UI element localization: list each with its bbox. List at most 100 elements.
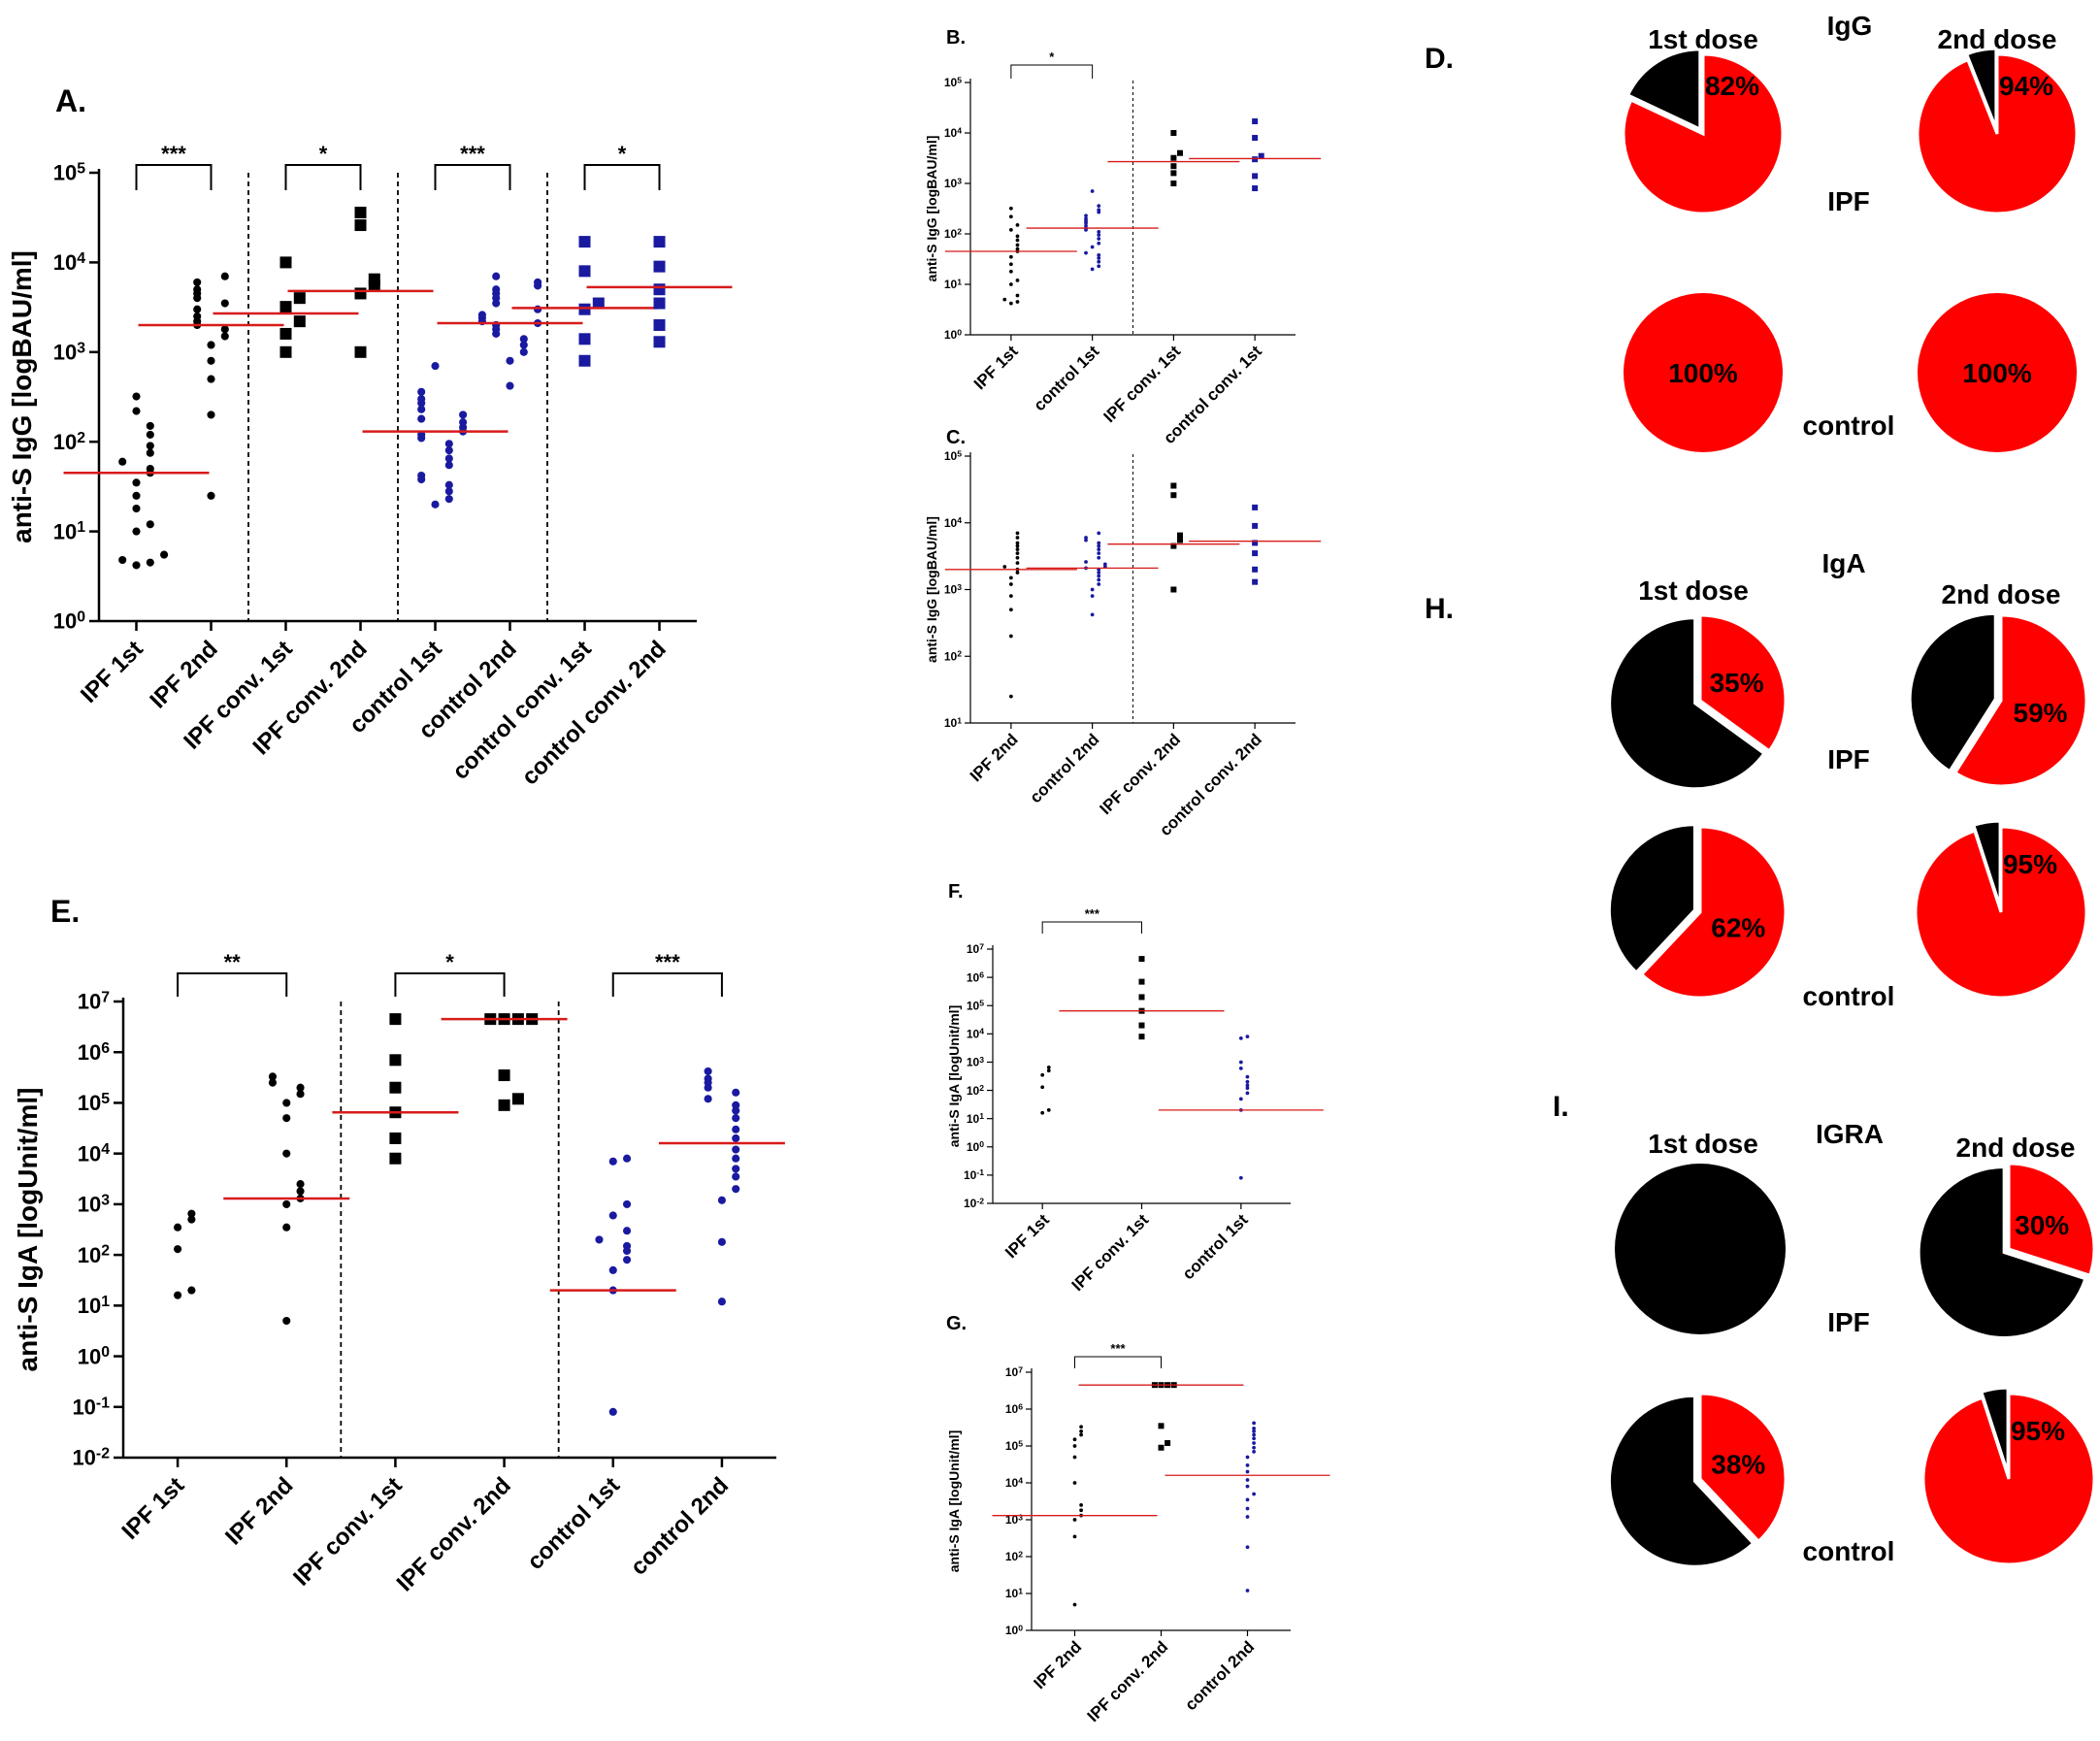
- data-point: [444, 454, 453, 463]
- data-point: [1170, 181, 1177, 186]
- data-point: [732, 1088, 740, 1097]
- y-tick-label: 102: [944, 226, 962, 241]
- data-point: [1245, 1083, 1250, 1088]
- data-point: [132, 478, 141, 487]
- pie-chart: 82%: [1622, 48, 1785, 215]
- panel-C: C. anti-S IgG [logBAU/ml] 101 102 103 104 105 I…: [924, 427, 1322, 839]
- data-point: [492, 272, 501, 280]
- panel-label: A.: [55, 83, 86, 118]
- data-point: [717, 1237, 726, 1246]
- y-tick-label: 10-1: [72, 1395, 110, 1419]
- y-tick-label: 10-2: [72, 1446, 110, 1470]
- data-point: [1015, 243, 1020, 247]
- y-tick-label: 102: [78, 1243, 110, 1267]
- y-axis-label: anti-S IgA [logUnit/ml]: [13, 1088, 43, 1372]
- pie-chart: 94%: [1916, 47, 2079, 215]
- data-point: [1252, 1445, 1256, 1450]
- data-point: [1072, 1481, 1077, 1485]
- data-point: [1009, 608, 1013, 612]
- y-tick-label: 101: [1005, 1586, 1023, 1600]
- dose-label: 2nd dose: [1956, 1133, 2076, 1163]
- significance-bracket: [611, 972, 723, 997]
- data-point: [511, 1093, 524, 1105]
- y-tick-label: 104: [1005, 1475, 1023, 1490]
- pie-slice-negative: [1625, 48, 1702, 132]
- data-point: [1097, 237, 1101, 241]
- data-point: [431, 362, 440, 371]
- pie-title: IgA: [1821, 548, 1865, 578]
- data-point: [1176, 537, 1183, 543]
- pie-percent-label: 82%: [1705, 71, 1759, 101]
- data-point: [1015, 238, 1020, 243]
- data-point: [704, 1067, 712, 1075]
- pie-percent-label: 100%: [1962, 358, 2032, 388]
- y-tick-label: 104: [944, 125, 962, 140]
- data-point: [717, 1298, 726, 1306]
- data-point: [132, 491, 141, 500]
- data-point: [592, 297, 605, 310]
- data-point: [282, 1114, 291, 1123]
- data-point: [506, 356, 514, 365]
- data-point: [146, 430, 154, 439]
- data-point: [1015, 561, 1020, 566]
- data-point: [193, 285, 202, 294]
- pie-slice-positive: [1916, 52, 2079, 215]
- data-point: [207, 356, 215, 365]
- data-point: [732, 1172, 740, 1181]
- y-tick-label: 106: [967, 969, 984, 984]
- data-point: [519, 341, 528, 349]
- pie-slice-negative: [1607, 1394, 1755, 1568]
- pie-chart: 100%: [1624, 293, 1783, 452]
- data-point: [174, 1223, 182, 1232]
- data-point: [1097, 555, 1101, 560]
- data-point: [1097, 204, 1101, 208]
- data-point: [207, 411, 215, 419]
- y-tick-label: 103: [967, 1055, 984, 1069]
- y-tick-label: 105: [967, 999, 984, 1013]
- significance-label: **: [224, 950, 242, 974]
- data-point: [193, 305, 202, 313]
- data-point: [1090, 594, 1095, 599]
- pie-percent-label: 59%: [2014, 698, 2068, 728]
- data-point: [1252, 550, 1259, 557]
- pie-slice-positive: [1921, 1392, 2096, 1566]
- data-point: [220, 325, 229, 334]
- data-point: [1245, 1074, 1250, 1079]
- significance-bracket: [394, 972, 506, 997]
- x-tick-label: IPF 2nd: [220, 1472, 298, 1550]
- data-point: [193, 278, 202, 286]
- data-point: [622, 1227, 632, 1235]
- pie-slice-negative: [1615, 1164, 1786, 1334]
- data-point: [1245, 1035, 1250, 1039]
- pie-slice-negative: [1607, 823, 1696, 975]
- pie-chart: 0%: [1615, 1164, 1786, 1334]
- data-point: [1084, 216, 1088, 221]
- row-label: control: [1803, 981, 1895, 1011]
- data-point: [732, 1114, 740, 1123]
- data-point: [279, 301, 292, 313]
- data-point: [220, 299, 229, 308]
- data-point: [1046, 1108, 1051, 1112]
- data-point: [431, 500, 440, 509]
- data-point: [704, 1074, 712, 1083]
- data-point: [444, 495, 453, 504]
- data-point: [1170, 130, 1177, 136]
- data-point: [296, 1187, 305, 1196]
- x-tick-label: control 1st: [1179, 1210, 1252, 1283]
- data-point: [498, 1069, 510, 1082]
- data-point: [732, 1133, 740, 1143]
- data-point: [1009, 694, 1013, 699]
- data-point: [653, 236, 666, 248]
- data-point: [622, 1241, 632, 1250]
- panel-A: A. anti-S IgG [logBAU/ml] 100 101 102 103 104 1…: [7, 83, 733, 790]
- data-point: [653, 283, 666, 296]
- data-point: [1009, 301, 1013, 306]
- x-tick-label: control 1st: [522, 1472, 625, 1575]
- data-point: [132, 407, 141, 415]
- y-tick-label: 107: [1005, 1364, 1023, 1379]
- data-point: [296, 1090, 305, 1099]
- data-point: [1072, 1518, 1077, 1522]
- data-point: [732, 1154, 740, 1163]
- data-point: [207, 491, 215, 500]
- pie-percent-label: 95%: [2011, 1416, 2065, 1446]
